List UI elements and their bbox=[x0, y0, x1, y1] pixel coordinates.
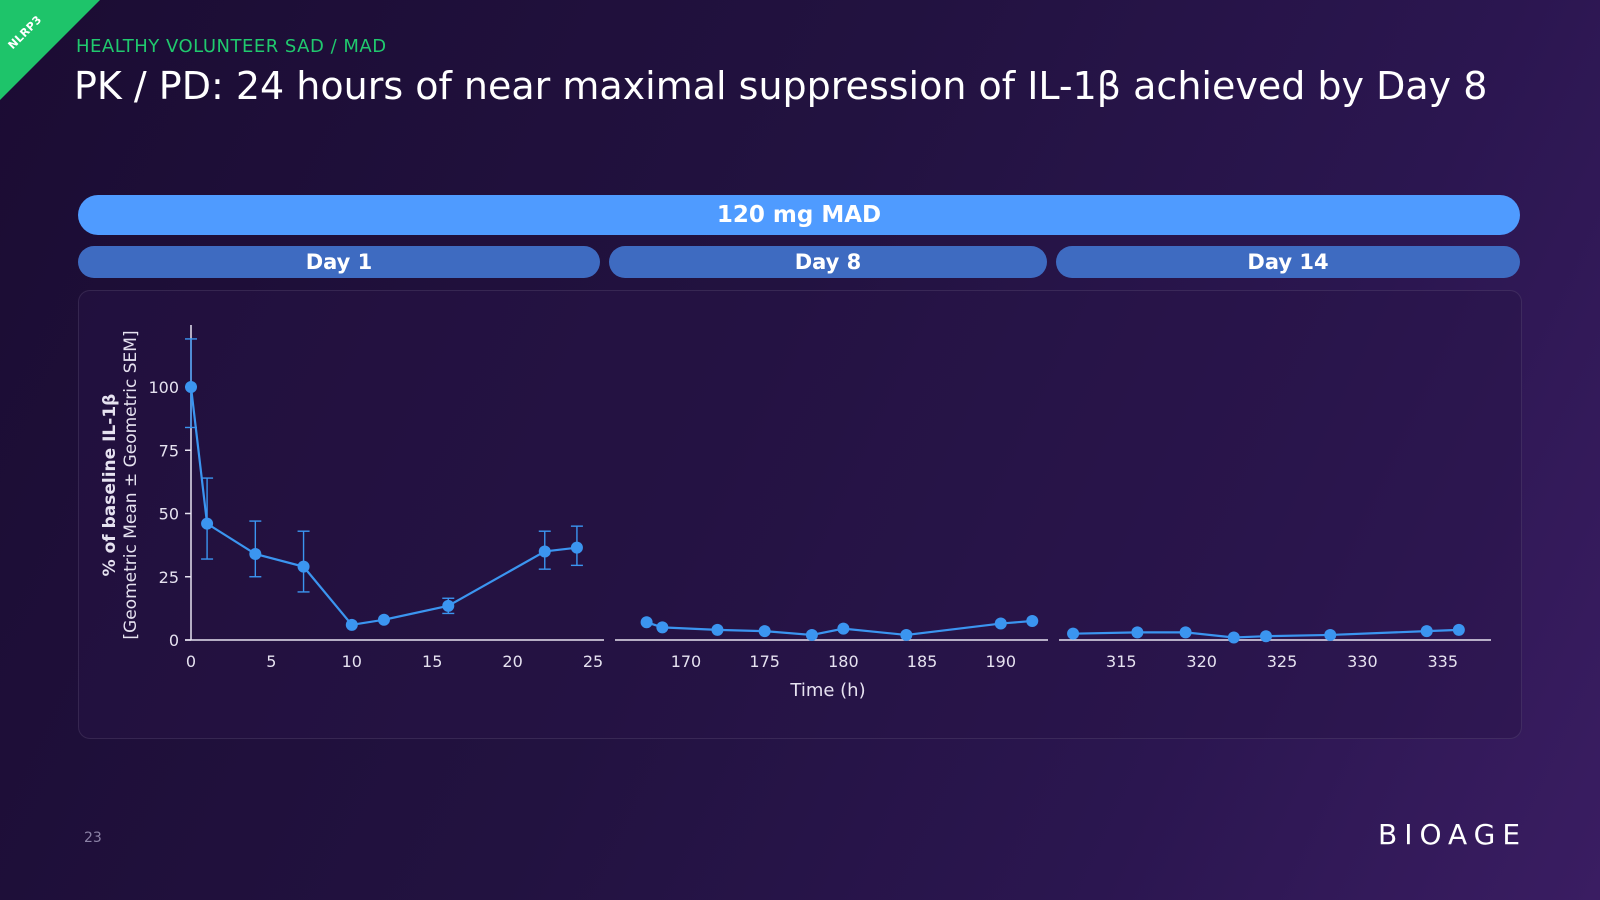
x-tick-label: 335 bbox=[1428, 652, 1459, 671]
x-tick-label: 190 bbox=[986, 652, 1017, 671]
data-point bbox=[345, 618, 358, 631]
bioage-logo: BIOAGE bbox=[1378, 818, 1528, 851]
series-line bbox=[1073, 628, 1459, 639]
x-tick-label: 25 bbox=[583, 652, 603, 671]
corner-tag: NLRP3 bbox=[0, 0, 110, 110]
data-point bbox=[1179, 626, 1192, 639]
x-tick-label: 325 bbox=[1267, 652, 1298, 671]
y-tick-label: 0 bbox=[169, 631, 179, 650]
data-point bbox=[1324, 628, 1337, 641]
x-tick-label: 10 bbox=[342, 652, 362, 671]
data-point bbox=[900, 628, 913, 641]
data-point bbox=[201, 517, 214, 530]
x-tick-label: 15 bbox=[422, 652, 442, 671]
data-point bbox=[442, 599, 455, 612]
day-1-banner: Day 1 bbox=[78, 246, 600, 278]
data-point bbox=[1131, 626, 1144, 639]
series-line bbox=[189, 386, 578, 627]
x-axis-label: Time (h) bbox=[789, 680, 865, 701]
data-point bbox=[185, 381, 197, 393]
x-tick-label: 320 bbox=[1186, 652, 1217, 671]
data-point bbox=[377, 613, 390, 626]
y-axis-label-line-1: % of baseline IL-1β bbox=[100, 394, 120, 577]
x-tick-label: 20 bbox=[502, 652, 522, 671]
data-point bbox=[1452, 623, 1465, 636]
y-tick-label: 50 bbox=[159, 505, 179, 524]
x-tick-label: 330 bbox=[1347, 652, 1378, 671]
x-tick-label: 170 bbox=[671, 652, 702, 671]
y-tick-label: 75 bbox=[159, 441, 179, 460]
data-point bbox=[656, 621, 669, 634]
x-tick-label: 315 bbox=[1106, 652, 1137, 671]
x-tick-label: 175 bbox=[749, 652, 780, 671]
data-point bbox=[837, 622, 850, 635]
data-point bbox=[1026, 615, 1039, 628]
chart-panel bbox=[78, 290, 1522, 739]
y-tick-label: 100 bbox=[148, 378, 179, 397]
corner-triangle bbox=[0, 0, 100, 100]
day-14-banner: Day 14 bbox=[1056, 246, 1520, 278]
x-tick-label: 180 bbox=[828, 652, 859, 671]
x-tick-label: 0 bbox=[186, 652, 196, 671]
section-kicker: HEALTHY VOLUNTEER SAD / MAD bbox=[76, 36, 387, 57]
dose-banner: 120 mg MAD bbox=[78, 195, 1520, 235]
y-tick-label: 25 bbox=[159, 568, 179, 587]
data-point bbox=[805, 628, 818, 641]
day-8-banner: Day 8 bbox=[609, 246, 1047, 278]
data-point bbox=[711, 623, 724, 636]
data-point bbox=[1227, 631, 1240, 644]
data-point bbox=[758, 625, 771, 638]
data-point bbox=[1420, 625, 1433, 638]
y-axis-label: % of baseline IL-1β[Geometric Mean ± Geo… bbox=[100, 330, 141, 639]
data-point bbox=[570, 541, 583, 554]
data-point bbox=[640, 616, 653, 629]
data-point bbox=[297, 560, 310, 573]
data-point bbox=[1067, 627, 1080, 640]
data-point bbox=[538, 545, 551, 558]
data-point bbox=[249, 547, 262, 560]
page-title: PK / PD: 24 hours of near maximal suppre… bbox=[74, 64, 1488, 108]
data-point bbox=[1259, 630, 1272, 643]
page-number: 23 bbox=[84, 830, 102, 846]
x-tick-label: 5 bbox=[266, 652, 276, 671]
x-tick-label: 185 bbox=[907, 652, 938, 671]
data-point bbox=[994, 617, 1007, 630]
y-axis-label-line-2: [Geometric Mean ± Geometric SEM] bbox=[121, 330, 141, 639]
